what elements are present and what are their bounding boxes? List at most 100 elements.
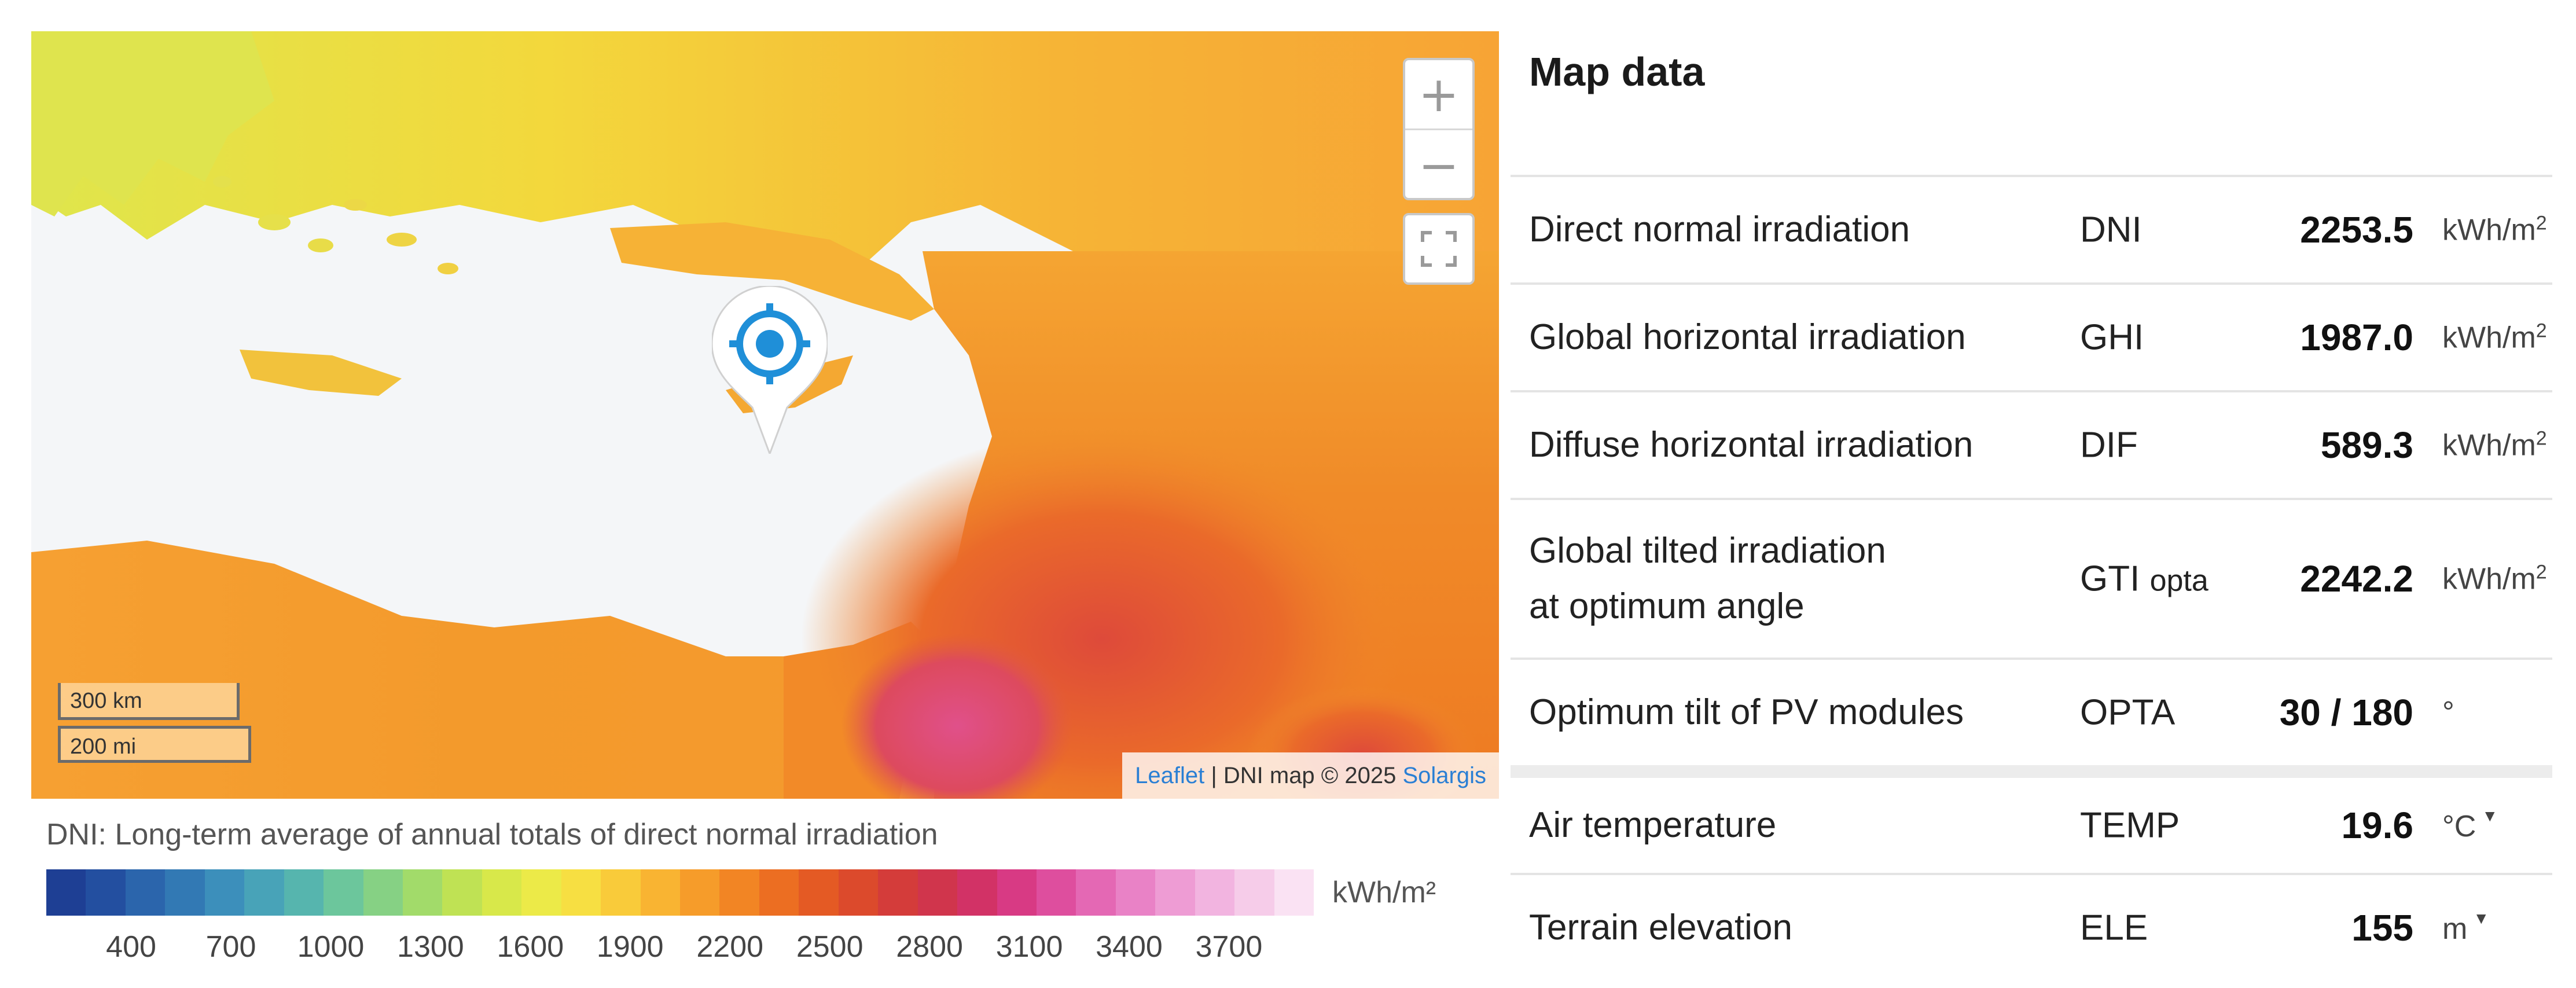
map-attribution: Leaflet | DNI map © 2025 Solargis (1122, 752, 1499, 799)
legend-swatch (640, 869, 680, 916)
data-row-ele: Terrain elevation ELE 155 m ▼ (1511, 873, 2552, 980)
legend-swatch (402, 869, 443, 916)
legend-swatch (244, 869, 284, 916)
data-row-gti: Global tilted irradiation at optimum ang… (1511, 498, 2552, 658)
legend-swatch (1274, 869, 1314, 916)
data-row-ghi: Global horizontal irradiation GHI 1987.0… (1511, 282, 2552, 390)
legend-tick-label: 1300 (397, 930, 464, 964)
data-row-opta: Optimum tilt of PV modules OPTA 30 / 180… (1511, 658, 2552, 765)
zoom-in-button[interactable]: + (1405, 60, 1472, 130)
row-value: 2242.2 (2300, 558, 2413, 600)
legend-swatch (799, 869, 839, 916)
row-abbr: DIF (2080, 425, 2138, 465)
legend-swatch (601, 869, 641, 916)
legend-ticks: 400 700 1000 1300 1600 1900 2200 2500 2800 3100 34… (46, 930, 1314, 970)
row-label: Global horizontal irradiation (1529, 317, 1966, 357)
zoom-control: + − (1403, 58, 1475, 200)
row-abbr: OPTA (2080, 692, 2176, 733)
attribution-text: | DNI map © 2025 (1204, 763, 1403, 788)
map-scale: 300 km 200 mi (58, 683, 251, 763)
legend-tick-label: 1600 (497, 930, 564, 964)
legend-swatch (838, 869, 879, 916)
data-row-dni: Direct normal irradiation DNI 2253.5 kWh… (1511, 175, 2552, 282)
zoom-out-button[interactable]: − (1418, 137, 1460, 194)
legend-title: DNI: Long-term average of annual totals … (46, 818, 938, 851)
legend-swatch (165, 869, 205, 916)
legend-tick-label: 700 (205, 930, 256, 964)
row-value: 155 (2351, 907, 2413, 949)
crosshair-target-icon (729, 303, 810, 384)
row-unit: kWh/m2 (2442, 427, 2547, 462)
legend-swatch (680, 869, 720, 916)
fullscreen-icon (1421, 231, 1457, 267)
legend-swatch (561, 869, 601, 916)
legend-swatch (719, 869, 759, 916)
legend-swatch (521, 869, 561, 916)
row-abbr: TEMP (2080, 805, 2180, 846)
solargis-link[interactable]: Solargis (1402, 763, 1486, 788)
legend-tick-label: 400 (106, 930, 156, 964)
legend-swatch (125, 869, 166, 916)
legend-swatch (86, 869, 126, 916)
legend-tick-label: 3700 (1195, 930, 1263, 964)
row-value: 2253.5 (2300, 209, 2413, 251)
legend-tick-label: 3100 (995, 930, 1063, 964)
row-unit: kWh/m2 (2442, 561, 2547, 596)
row-abbr: DNI (2080, 210, 2142, 250)
legend-unit: kWh/m² (1332, 876, 1436, 909)
row-abbr: ELE (2080, 908, 2148, 948)
legend-swatch (482, 869, 522, 916)
location-marker[interactable] (712, 286, 828, 454)
row-unit: ° (2442, 696, 2454, 729)
row-value: 1987.0 (2300, 317, 2413, 358)
leaflet-link[interactable]: Leaflet (1135, 763, 1205, 788)
legend-tick-label: 3400 (1096, 930, 1163, 964)
row-label: Terrain elevation (1529, 907, 1792, 947)
legend-swatch (1195, 869, 1235, 916)
data-row-temp: Air temperature TEMP 19.6 °C ▼ (1511, 765, 2552, 873)
unit-dropdown[interactable]: m ▼ (2442, 909, 2490, 946)
scale-bar-km: 300 km (58, 683, 240, 720)
legend-swatch (1155, 869, 1195, 916)
legend-tick-label: 1000 (297, 930, 365, 964)
caret-down-icon: ▼ (2482, 807, 2498, 825)
legend-swatch (878, 869, 918, 916)
row-abbr: GTI opta (2080, 559, 2208, 599)
legend-swatch (324, 869, 363, 916)
scale-bar-mi: 200 mi (58, 726, 251, 763)
legend-tick-label: 2500 (796, 930, 863, 964)
row-label: Air temperature (1529, 805, 1777, 845)
legend-swatch (442, 869, 482, 916)
unit-dropdown[interactable]: °C ▼ (2442, 807, 2498, 843)
panel-title: Map data (1529, 49, 1705, 94)
row-unit: kWh/m2 (2442, 319, 2547, 355)
fullscreen-button[interactable] (1403, 213, 1475, 285)
row-label: Diffuse horizontal irradiation (1529, 424, 1974, 465)
legend-tick-label: 2200 (696, 930, 764, 964)
legend-swatch (759, 869, 799, 916)
legend-swatch (204, 869, 245, 916)
legend-swatch (46, 869, 86, 916)
legend-tick-label: 1900 (596, 930, 664, 964)
dni-map[interactable]: + − 300 km 200 mi Leaflet | DNI map © 20… (31, 31, 1499, 799)
legend-tick-label: 2800 (896, 930, 963, 964)
legend-swatch (284, 869, 324, 916)
row-abbr: GHI (2080, 317, 2144, 358)
legend-swatch (1234, 869, 1274, 916)
caret-down-icon: ▼ (2473, 909, 2490, 927)
row-label: Optimum tilt of PV modules (1529, 692, 1964, 732)
row-label: Global tilted irradiation at optimum ang… (1529, 530, 1886, 626)
legend-swatch (1036, 869, 1076, 916)
legend-swatch (363, 869, 403, 916)
legend-color-scale (46, 869, 1314, 916)
row-value: 19.6 (2341, 805, 2413, 846)
legend-swatch (1115, 869, 1156, 916)
row-label: Direct normal irradiation (1529, 209, 1910, 249)
data-row-dif: Diffuse horizontal irradiation DIF 589.3… (1511, 390, 2552, 498)
row-unit: kWh/m2 (2442, 212, 2547, 247)
map-data-table: Direct normal irradiation DNI 2253.5 kWh… (1511, 175, 2552, 980)
map-terrain (31, 31, 1499, 799)
legend-swatch (957, 869, 997, 916)
legend-swatch (917, 869, 958, 916)
row-value: 30 / 180 (2279, 692, 2413, 733)
